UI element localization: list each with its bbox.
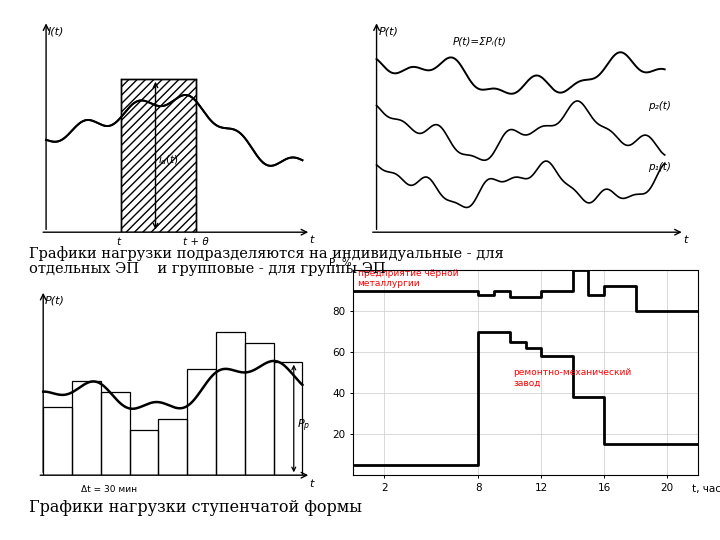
Text: t: t xyxy=(310,235,314,245)
Text: P, %: P, % xyxy=(329,258,352,268)
Text: $i_d(t)$: $i_d(t)$ xyxy=(158,153,179,167)
Bar xyxy=(187,369,216,475)
Text: отдельных ЭП    и групповые - для группы ЭП: отдельных ЭП и групповые - для группы ЭП xyxy=(29,262,385,276)
Bar xyxy=(216,332,245,475)
Bar xyxy=(158,418,187,475)
Bar xyxy=(121,79,196,232)
Bar xyxy=(245,343,274,475)
Bar xyxy=(43,407,72,475)
Text: t: t xyxy=(116,237,120,247)
Text: t: t xyxy=(310,478,314,489)
Text: t, час: t, час xyxy=(692,484,720,494)
Text: I(t): I(t) xyxy=(48,27,64,37)
Text: t + θ: t + θ xyxy=(183,237,209,247)
Text: $P_p$: $P_p$ xyxy=(297,418,310,434)
Bar xyxy=(130,430,158,475)
Text: P(t): P(t) xyxy=(378,27,398,37)
Text: P(t)=ΣPᵢ(t): P(t)=ΣPᵢ(t) xyxy=(453,36,507,46)
Bar xyxy=(274,362,302,475)
Text: p₂(t): p₂(t) xyxy=(648,101,671,111)
Bar xyxy=(72,381,101,475)
Text: Графики нагрузки ступенчатой формы: Графики нагрузки ступенчатой формы xyxy=(29,500,362,516)
Text: p₁(t): p₁(t) xyxy=(648,161,671,172)
Text: предприятие чёрной
металлургии: предприятие чёрной металлургии xyxy=(358,269,458,288)
Text: P(t): P(t) xyxy=(45,295,65,306)
Text: t: t xyxy=(683,235,688,245)
Text: Графики нагрузки подразделяются на индивидуальные - для: Графики нагрузки подразделяются на индив… xyxy=(29,246,503,261)
Bar xyxy=(101,392,130,475)
Text: ремонтно-механический
завод: ремонтно-механический завод xyxy=(513,368,631,388)
Text: Δt = 30 мин: Δt = 30 мин xyxy=(81,485,137,494)
